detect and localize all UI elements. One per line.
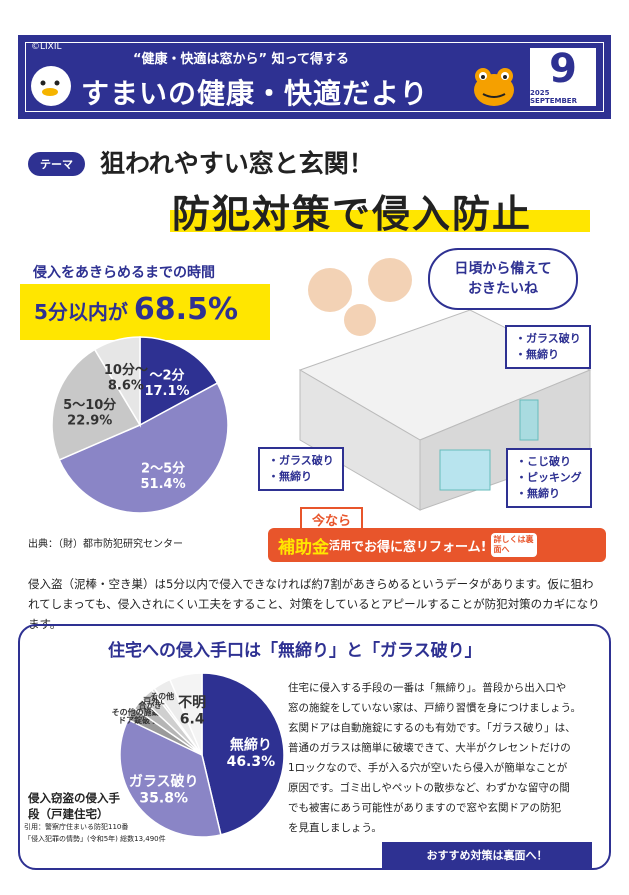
section-title: 住宅への侵入手口は「無締り」と「ガラス破り」 [108, 641, 482, 661]
pie-slice-2 [51, 348, 142, 461]
callout-right: ・こじ破り ・ピッキング ・無締り [506, 448, 592, 508]
header-frame [25, 42, 604, 112]
stat-heading: 侵入をあきらめるまでの時間 [33, 265, 215, 281]
banner-main3: でお得に窓リフォーム! [351, 539, 487, 555]
header-title: すまいの健康・快適だより [81, 77, 429, 110]
header-banner: ©LIXIL “健康・快適は窓から” 知って得する すまいの健康・快適だより 9… [18, 35, 611, 119]
body-line: 原因です。ゴミ出しやペットの散歩など、わずかな留守の間 [288, 782, 570, 794]
pie-label-0: 無締り 46.3% [227, 736, 276, 770]
stat-box: 5分以内が 68.5% [20, 284, 270, 340]
pie-label-4: 合かぎ 2.6 [137, 700, 179, 710]
frog-mascot-icon [474, 68, 514, 106]
time-pie-chart: 〜2分 17.1% 2〜5分 51.4% 5〜10分 22.9%10分〜 8.6% [51, 336, 229, 514]
stat-prefix: 5分以内が [34, 300, 128, 324]
pie-label-6: その他 3.5 [150, 691, 191, 701]
cta-button[interactable]: おすすめ対策は裏面へ！ [382, 842, 592, 868]
pie-label-7: 不明 6.4 [178, 695, 206, 728]
pie-label-1: 2〜5分 51.4% [141, 460, 186, 492]
callout-item: ・無締り [516, 487, 560, 500]
callout-item: ・ガラス破り [268, 454, 334, 467]
issue-box: 9 2025 SEPTEMBER [528, 46, 598, 108]
callout-item: ・こじ破り [516, 455, 571, 468]
body-line: を見直しましょう。 [288, 822, 382, 834]
callout-item: ・無締り [268, 470, 312, 483]
citation-1: 引用：警察庁住まいる防犯110番 [24, 823, 129, 831]
callout-item: ・ガラス破り [515, 332, 581, 345]
copyright: ©LIXIL [31, 42, 62, 52]
body-line: でも被害にあう可能性がありますので窓や玄関ドアの防犯 [288, 802, 561, 814]
section-body: 住宅に侵入する手段の一番は「無締り」。普段から出入口や 窓の施錠をしていない家は… [288, 678, 598, 838]
callout-left: ・ガラス破り ・無締り [258, 447, 344, 491]
pie-label-2: ドア錠破り 2.5 [118, 715, 175, 725]
duck-mascot-icon [31, 66, 71, 106]
pie-slice-3 [93, 336, 141, 428]
pie-slice-0 [201, 672, 285, 836]
callout-item: ・ピッキング [516, 471, 582, 484]
pie-label-3: 10分〜 8.6% [104, 362, 148, 394]
body-line: 1ロックなので、手が入る穴が空いたら侵入が簡単なことが [288, 762, 568, 774]
highlight-bar [170, 210, 590, 232]
theme-tag: テーマ [28, 152, 85, 176]
pie-label-2: 5〜10分 22.9% [63, 397, 116, 429]
pie-slice-1 [58, 382, 229, 514]
pie-slice-7 [168, 672, 203, 756]
stat-value: 68.5% [133, 292, 238, 327]
issue-month: 9 [549, 46, 577, 92]
body-line: 住宅に侵入する手段の一番は「無締り」。普段から出入口や [288, 682, 567, 694]
body-line: 窓の施錠をしていない家は、戸締り習慣を身につけましょう。 [288, 702, 582, 714]
stat-source: 出典：（財）都市防犯研究センター [28, 539, 183, 550]
citation-2: 「侵入犯罪の情勢」(令和5年) 総数13,490件 [24, 835, 166, 843]
body-line: 普通のガラスは簡単に破壊できて、大半がクレセントだけの [288, 742, 571, 754]
pie-label-3: その他の施錠開け 2.3 [112, 707, 193, 717]
theme-line2: 防犯対策で侵入防止 [172, 192, 533, 236]
pie-label-1: ガラス破り 35.8% [129, 773, 199, 807]
banner-side: 詳しくは裏面へ [490, 533, 537, 557]
pie-slice-0 [139, 336, 219, 427]
banner-main1: 補助金 [278, 537, 329, 558]
method-panel [18, 624, 611, 870]
pie-label-0: 〜2分 17.1% [144, 368, 189, 400]
intro-paragraph: 侵入盗（泥棒・空き巣）は5分以内で侵入できなければ約7割があきらめるというデータ… [28, 577, 600, 631]
speech-bubble: 日頃から備えておきたいね [428, 248, 578, 310]
theme-line1: 狙われやすい窓と玄関！ [100, 149, 374, 178]
header-subtitle: “健康・快適は窓から” 知って得する [133, 52, 349, 67]
chart-title: 侵入窃盗の侵入手段（戸建住宅） [28, 791, 120, 821]
pie-slice-1 [119, 718, 222, 838]
banner-main2: 活用 [329, 539, 351, 552]
issue-date: 2025 SEPTEMBER [530, 89, 577, 105]
callout-item: ・無締り [515, 348, 559, 361]
callout-upper: ・ガラス破り ・無締り [505, 325, 591, 369]
body-line: 玄関ドアは自動施錠にするのも有効です。「ガラス破り」は、 [288, 722, 576, 734]
subsidy-banner[interactable]: 補助金 活用 でお得に窓リフォーム! 詳しくは裏面へ [268, 528, 606, 562]
